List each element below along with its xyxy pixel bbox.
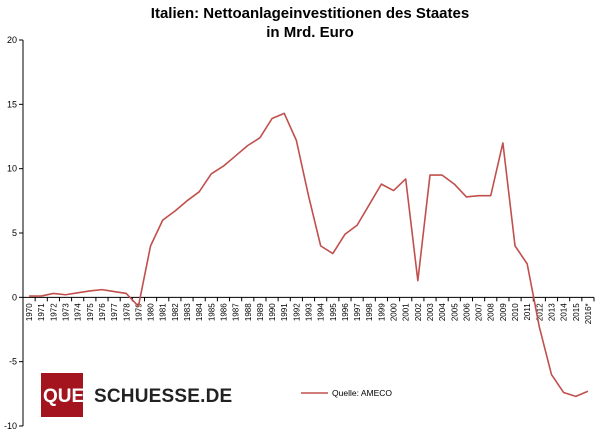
y-tick-label: 10 [7, 164, 17, 174]
logo-text-schuesse: SCHUESSE.DE [94, 386, 232, 407]
x-tick-label: 1998 [365, 303, 374, 321]
x-tick-label: 1991 [280, 303, 289, 321]
x-tick-label: 2008 [487, 303, 496, 321]
x-tick-label: 2007 [475, 303, 484, 321]
chart-title-line1: Italien: Nettoanlageinvestitionen des St… [151, 5, 469, 22]
logo-box [41, 373, 83, 417]
x-tick-label: 2009 [499, 303, 508, 321]
series-group [29, 112, 589, 398]
y-tick-label: -10 [4, 421, 17, 431]
x-tick-label: 1997 [353, 303, 362, 321]
x-tick-label: 2000 [390, 303, 399, 321]
logo-text-quer: QUER [43, 386, 98, 407]
x-tick-label: 2013 [547, 303, 556, 321]
x-tick-label: 1989 [256, 303, 265, 321]
x-tick-label: 1996 [341, 303, 350, 321]
x-tick-label: 2010 [511, 303, 520, 321]
x-tick-label: 1978 [122, 303, 131, 321]
x-tick-label: 1999 [377, 303, 386, 321]
x-tick-label: 1994 [317, 303, 326, 321]
x-tick-label: 1985 [207, 303, 216, 321]
querschuesse-logo: QUER SCHUESSE.DE [41, 373, 232, 417]
x-axis: 1970 1971 1972 1973 1974 1975 1976 1977 1978 1979… [22, 296, 595, 324]
x-tick-label: 2012 [535, 303, 544, 321]
x-tick-label: 1979 [134, 303, 143, 321]
y-tick-label: 20 [7, 35, 17, 45]
x-tick-label: 1981 [159, 303, 168, 321]
y-tick-label: 5 [12, 228, 17, 238]
x-tick-label: 1984 [195, 303, 204, 321]
x-tick-label: 1980 [147, 303, 156, 321]
x-tick-label: 2006 [462, 303, 471, 321]
x-tick-label: 1993 [305, 303, 314, 321]
x-tick-label: 1977 [110, 303, 119, 321]
x-tick-label: 1982 [171, 303, 180, 321]
chart-title-line2: in Mrd. Euro [266, 24, 354, 41]
x-tick-label: 2005 [450, 303, 459, 321]
y-tick-label: 0 [12, 292, 17, 302]
x-tick-label: 1970 [25, 303, 34, 321]
x-tick-label: 2004 [438, 303, 447, 321]
x-tick-label: 1972 [49, 303, 58, 321]
y-tick-label: 15 [7, 99, 17, 109]
legend-label: Quelle: AMECO [332, 388, 392, 398]
x-tick-label: 2001 [402, 303, 411, 321]
x-tick-label: 1986 [219, 303, 228, 321]
x-tick-label: 1976 [98, 303, 107, 321]
x-tick-label: 1990 [268, 303, 277, 321]
x-tick-label: 1983 [183, 303, 192, 321]
x-tick-label: 1974 [74, 303, 83, 321]
x-tick-label: 1995 [329, 303, 338, 321]
legend: Quelle: AMECO [301, 388, 392, 398]
y-axis: -10 -5 0 5 10 15 20 [4, 35, 24, 431]
x-tick-label: 2015 [572, 303, 581, 321]
x-tick-label: 1975 [86, 303, 95, 321]
x-tick-label: 2014 [560, 303, 569, 321]
series-line [29, 112, 589, 398]
y-tick-label: -5 [9, 357, 17, 367]
x-tick-label: 1971 [37, 303, 46, 321]
x-tick-label: 1987 [232, 303, 241, 321]
x-tick-label: 1992 [292, 303, 301, 321]
x-tick-label: 2011 [523, 303, 532, 321]
x-tick-label: 2003 [426, 303, 435, 321]
x-tick-label: 1973 [62, 303, 71, 321]
x-tick-label: 2016* [584, 303, 593, 324]
x-tick-label: 1988 [244, 303, 253, 321]
x-tick-label: 2002 [414, 303, 423, 321]
